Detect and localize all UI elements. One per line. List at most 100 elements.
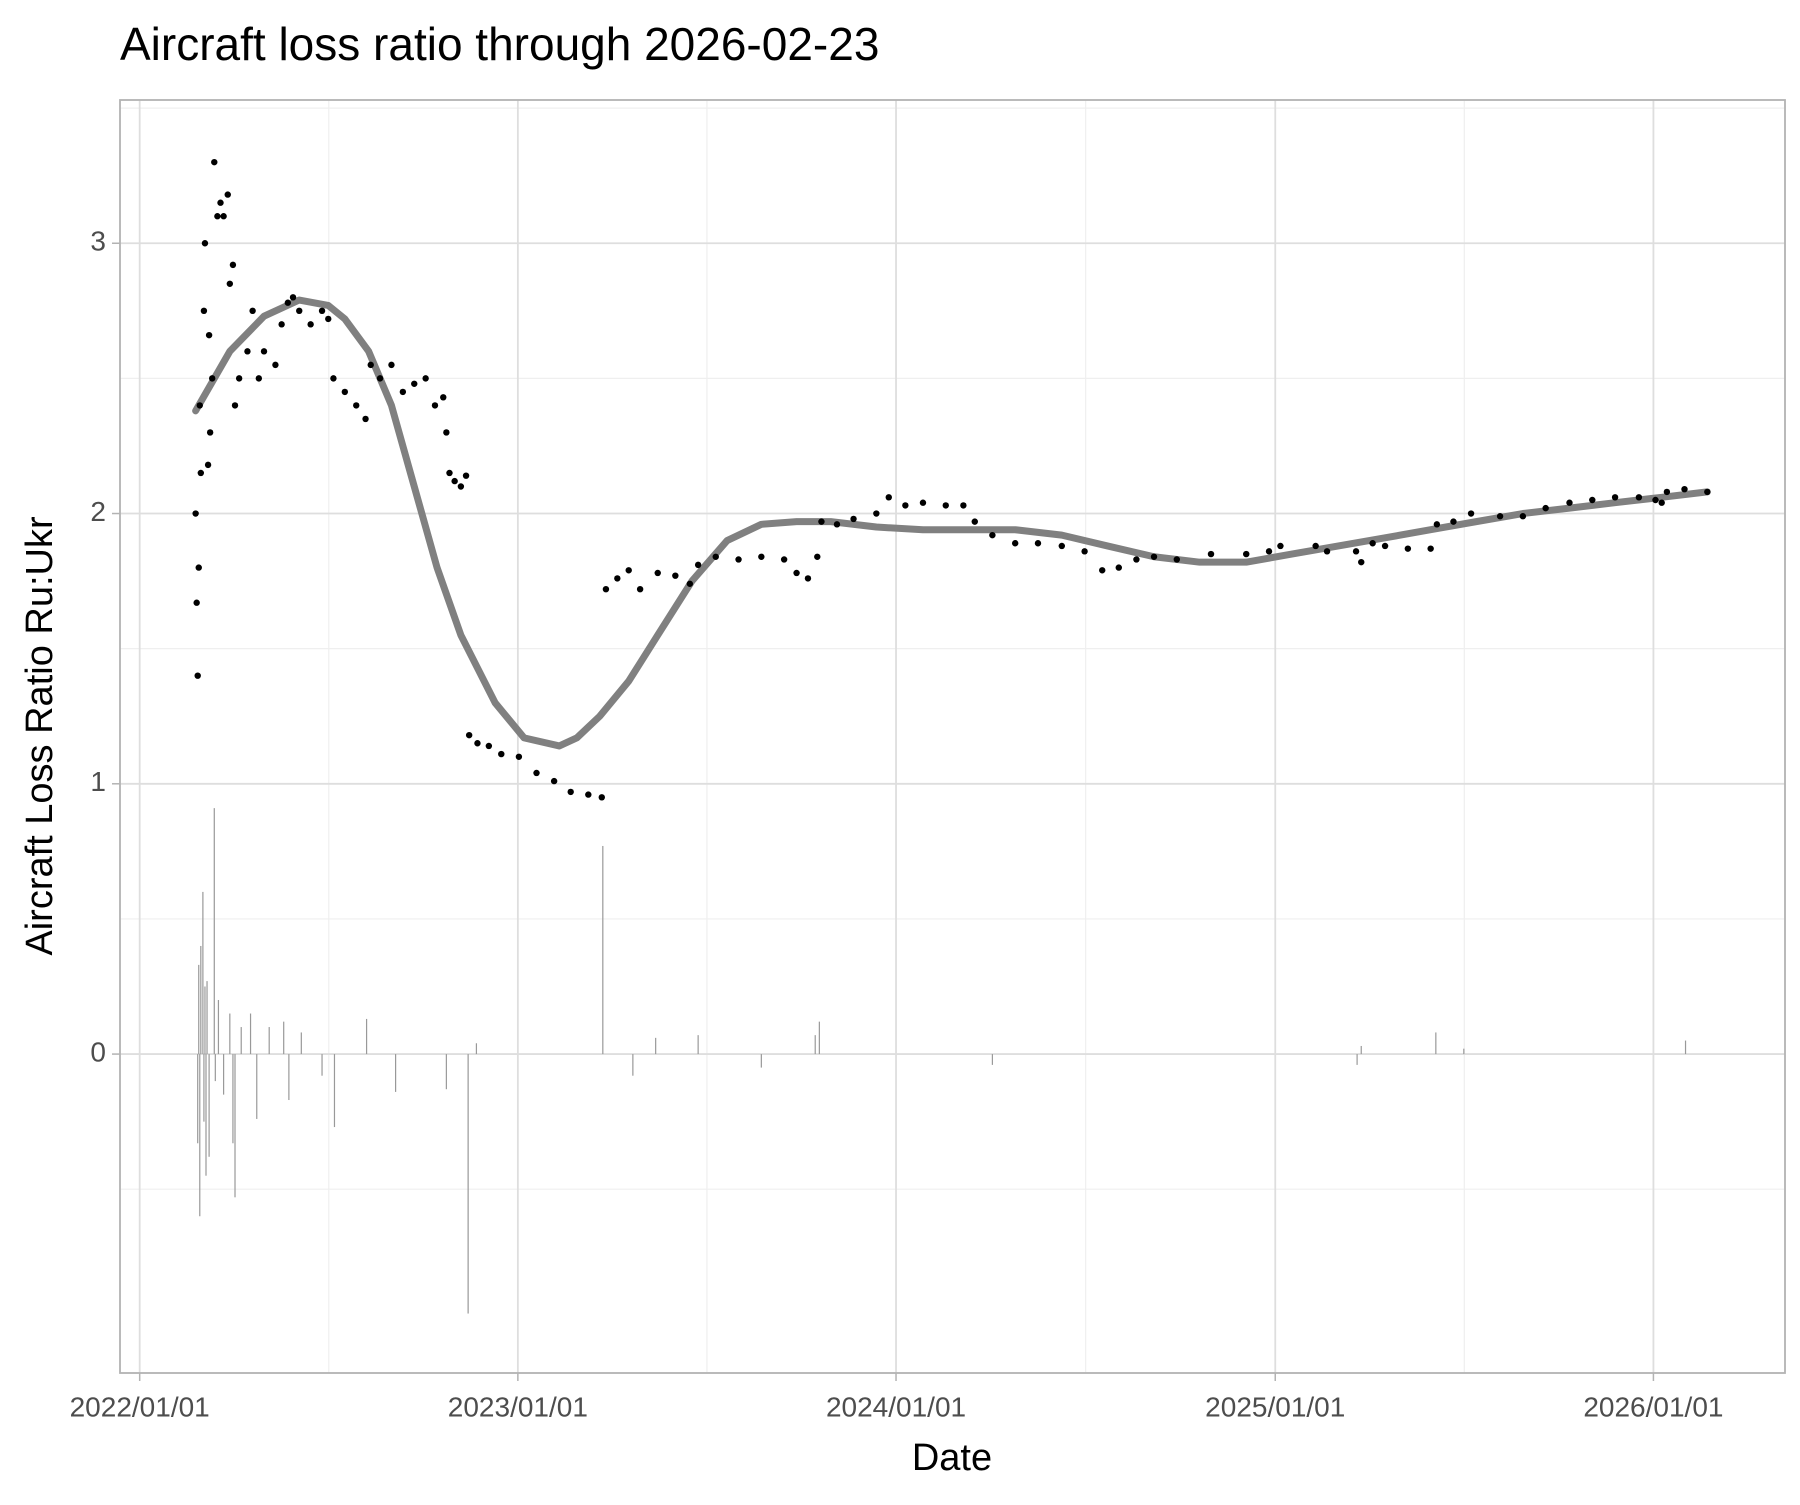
point [598,794,605,801]
point [196,402,203,409]
point [462,472,470,479]
point [498,750,505,758]
panel-border [119,99,1786,1374]
bar [200,945,202,1055]
point [411,380,418,387]
point [654,569,661,577]
bar [395,1054,397,1092]
y-tick-label: 3 [90,226,106,257]
bar [288,1054,290,1101]
point [197,469,205,477]
point [1358,558,1365,566]
point [440,394,447,401]
point [1635,494,1643,501]
point [1467,510,1475,517]
point [1243,550,1250,558]
point [206,429,214,436]
point [255,375,263,382]
point [220,213,227,220]
point [602,585,610,593]
bar [205,1054,207,1176]
point [694,561,702,569]
bar [1360,1045,1362,1055]
point [625,567,632,574]
point [919,499,927,506]
point [942,502,949,509]
point [1450,518,1457,525]
bar [202,891,204,1055]
point [272,361,279,369]
point [814,553,821,560]
point [567,788,574,796]
point [1663,488,1671,496]
bar [234,1054,236,1198]
chart-title: Aircraft loss ratio through 2026-02-23 [120,18,879,70]
point [284,299,292,306]
point [244,348,251,355]
point [1323,548,1331,555]
point [1099,567,1106,574]
point [1352,548,1360,555]
smooth-line [192,296,1711,750]
point [1658,499,1665,506]
bar [213,808,215,1055]
point [451,477,458,485]
point [457,483,465,490]
point [278,321,285,328]
y-tick-label: 2 [90,496,106,527]
point [636,585,644,593]
bar [197,1054,199,1144]
point [325,315,332,323]
bar [365,1018,368,1055]
bar [199,1054,201,1217]
point [446,469,453,477]
point [318,307,326,315]
bar [818,1021,820,1055]
point [376,375,384,382]
bar [256,1054,258,1119]
point [515,753,523,760]
point [1404,545,1412,552]
point [1312,542,1319,550]
x-axis-label: Date [912,1437,992,1479]
point [780,556,788,563]
point [205,331,213,339]
point [431,402,439,409]
point [1704,488,1711,496]
point [1681,485,1688,493]
point [1611,494,1619,501]
point [367,361,374,369]
x-tick-label: 2023/01/01 [448,1391,588,1422]
point [226,280,234,287]
point [422,375,429,382]
x-tick-label: 2026/01/01 [1583,1391,1723,1422]
point [296,307,303,315]
point [1496,513,1504,520]
point [850,515,857,523]
point [1150,553,1158,560]
bar [300,1032,302,1055]
point [1058,542,1066,550]
bar [217,1000,220,1055]
bar [632,1054,634,1076]
point [214,213,221,220]
bar [1684,1040,1687,1055]
point [712,553,719,560]
point [341,388,349,396]
point [209,375,216,382]
point [585,791,592,798]
point [550,777,558,785]
bar [1463,1048,1465,1055]
point [260,348,268,355]
point [1542,504,1549,512]
y-axis-label: Aircraft Loss Ratio Ru:Ukr [19,516,61,956]
point [474,740,481,747]
point [1081,548,1088,555]
bar [198,964,200,1055]
point [833,521,841,528]
bar [203,1054,205,1122]
point [1207,550,1215,558]
point [1369,540,1376,547]
point [1519,513,1527,520]
